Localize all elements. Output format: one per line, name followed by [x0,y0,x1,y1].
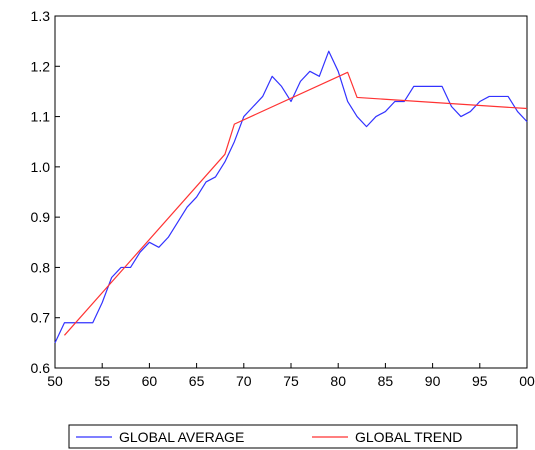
legend-label-global-average: GLOBAL AVERAGE [119,429,244,445]
x-tick-label: 00 [519,373,535,389]
x-tick-label: 95 [472,373,488,389]
x-tick-label: 60 [142,373,158,389]
series-line-global-average [54,50,528,344]
x-tick-label: 75 [283,373,299,389]
y-tick-label: 1.1 [31,109,51,125]
y-tick-label: 0.6 [31,360,51,376]
y-tick-label: 1.3 [31,8,51,24]
x-tick-label: 50 [47,373,63,389]
x-tick-label: 70 [236,373,252,389]
x-tick-label: 85 [378,373,394,389]
axis-layer: 0.6 0.7 0.8 0.9 1.0 1.1 1.2 1.3 50 55 60 65 70 75 80 85… [31,8,535,389]
x-tick-label: 55 [94,373,110,389]
x-tick-label: 80 [330,373,346,389]
y-tick-label: 0.8 [31,259,51,275]
y-tick-label: 0.9 [31,209,51,225]
legend-label-global-trend: GLOBAL TREND [355,429,462,445]
legend-box [68,424,518,449]
y-tick-label: 0.7 [31,310,51,326]
x-tick-label: 65 [189,373,205,389]
x-tick-label: 90 [425,373,441,389]
plot-frame [54,15,528,369]
series-line-global-trend [63,71,528,336]
legend: GLOBAL AVERAGE GLOBAL TREND [68,424,518,449]
series-layer [54,50,528,344]
y-tick-label: 1.0 [31,159,51,175]
y-tick-label: 1.2 [31,58,51,74]
